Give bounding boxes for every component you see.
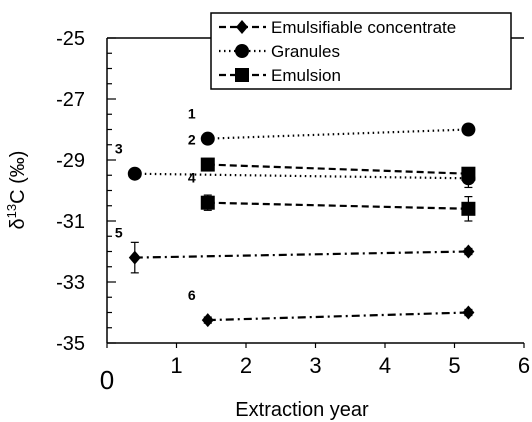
y-axis-label: δ13C (‰) [4, 151, 29, 230]
x-tick-label: 0 [100, 365, 114, 395]
series-line [134, 250, 469, 259]
data-point [200, 157, 215, 172]
y-axis-label-delta: δ [7, 218, 29, 229]
legend: Emulsifiable concentrate Granules Emulsion [210, 12, 512, 90]
x-tick-label: 5 [448, 353, 460, 378]
data-point [462, 305, 475, 320]
y-axis-label-unit: C (‰) [7, 151, 29, 204]
series-number-label: 6 [188, 287, 196, 303]
series-number-label: 5 [115, 225, 123, 241]
y-tick-label: -25 [56, 28, 85, 50]
y-tick-label: -31 [56, 211, 85, 233]
legend-label: Granules [271, 42, 340, 61]
legend-marker [235, 44, 249, 58]
legend-item: Granules [219, 42, 340, 61]
series-line [134, 172, 469, 180]
x-axis-label: Extraction year [235, 399, 369, 421]
y-tick-label: -33 [56, 272, 85, 294]
data-point [200, 195, 215, 210]
series-number-label: 1 [188, 106, 196, 122]
series-6: 6 [188, 287, 475, 328]
y-tick-label: -29 [56, 150, 85, 172]
series-3: 3 [115, 141, 476, 189]
data-point [127, 166, 142, 181]
data-point [201, 313, 214, 328]
series-line [207, 311, 469, 322]
legend-marker [236, 20, 248, 34]
legend-item: Emulsion [219, 66, 341, 85]
legend-item: Emulsifiable concentrate [219, 18, 456, 37]
series-number-label: 2 [188, 132, 196, 148]
data-point [461, 171, 476, 186]
data-point [461, 201, 476, 216]
series-1: 1 [188, 106, 476, 146]
series-number-label: 4 [188, 170, 196, 186]
series-line [207, 163, 469, 175]
x-tick-label: 3 [309, 353, 321, 378]
series-5: 5 [115, 225, 475, 274]
data-point [461, 122, 476, 137]
y-axis-label-superscript: 13 [4, 204, 19, 218]
data-point [128, 250, 141, 265]
y-tick-label: -27 [56, 89, 85, 111]
series-number-label: 3 [115, 141, 123, 157]
series-4: 4 [188, 170, 476, 222]
series-layer: 1 2 3 4 5 6 [115, 106, 476, 328]
x-tick-label: 2 [240, 353, 252, 378]
y-tick-label: -35 [56, 333, 85, 355]
x-tick-label: 6 [518, 353, 530, 378]
legend-label: Emulsifiable concentrate [271, 18, 456, 37]
data-point [462, 244, 475, 259]
legend-box [210, 12, 512, 90]
data-point [200, 131, 215, 146]
series-line [207, 201, 469, 210]
x-tick-label: 1 [170, 353, 182, 378]
x-tick-label: 4 [379, 353, 391, 378]
tick-label-layer: -25 -27 -29 -31 -33 -35 0 1 2 3 4 5 6 [56, 28, 530, 395]
series-line [207, 128, 469, 140]
legend-label: Emulsion [271, 66, 341, 85]
legend-marker [235, 68, 249, 82]
series-2: 2 [188, 132, 476, 181]
